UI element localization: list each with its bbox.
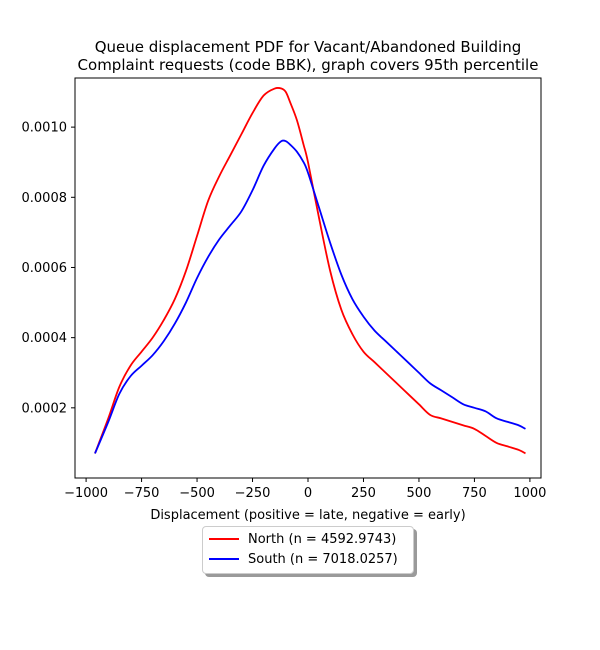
y-tick-label: 0.0010 [22, 121, 68, 136]
x-tick-label: −750 [124, 486, 160, 501]
x-tick-label: −1000 [64, 486, 108, 501]
x-tick-label: 1000 [513, 486, 546, 501]
chart-title-line-1: Queue displacement PDF for Vacant/Abando… [95, 38, 522, 56]
legend-swatch-north [209, 538, 239, 540]
plot-area [94, 86, 526, 455]
x-tick-label: 0 [304, 486, 312, 501]
x-axis: −1000 −750 −500 −250 0 250 500 750 1000 [64, 478, 546, 501]
series-line-south [94, 139, 526, 454]
plot-frame [74, 77, 542, 479]
x-tick-label: −250 [235, 486, 271, 501]
x-tick-label: 750 [462, 486, 487, 501]
legend-item-north: North (n = 4592.9743) [203, 529, 396, 549]
y-tick-label: 0.0006 [22, 261, 68, 276]
y-tick-label: 0.0004 [22, 331, 68, 346]
legend-swatch-south [209, 558, 239, 560]
chart-title-line-2: Complaint requests (code BBK), graph cov… [78, 56, 539, 74]
legend-label-south: South (n = 7018.0257) [248, 551, 398, 567]
x-tick-label: 500 [407, 486, 432, 501]
legend-item-south: South (n = 7018.0257) [203, 549, 398, 569]
x-tick-label: 250 [351, 486, 376, 501]
x-tick-label: −500 [179, 486, 215, 501]
legend-label-north: North (n = 4592.9743) [248, 531, 397, 547]
legend: North (n = 4592.9743) South (n = 7018.02… [202, 526, 414, 574]
y-tick-label: 0.0002 [22, 401, 68, 416]
y-tick-label: 0.0008 [22, 191, 68, 206]
x-axis-label: Displacement (positive = late, negative … [150, 508, 465, 523]
y-axis: 0.0002 0.0004 0.0006 0.0008 0.0010 [22, 121, 75, 416]
series-line-north [94, 86, 526, 455]
